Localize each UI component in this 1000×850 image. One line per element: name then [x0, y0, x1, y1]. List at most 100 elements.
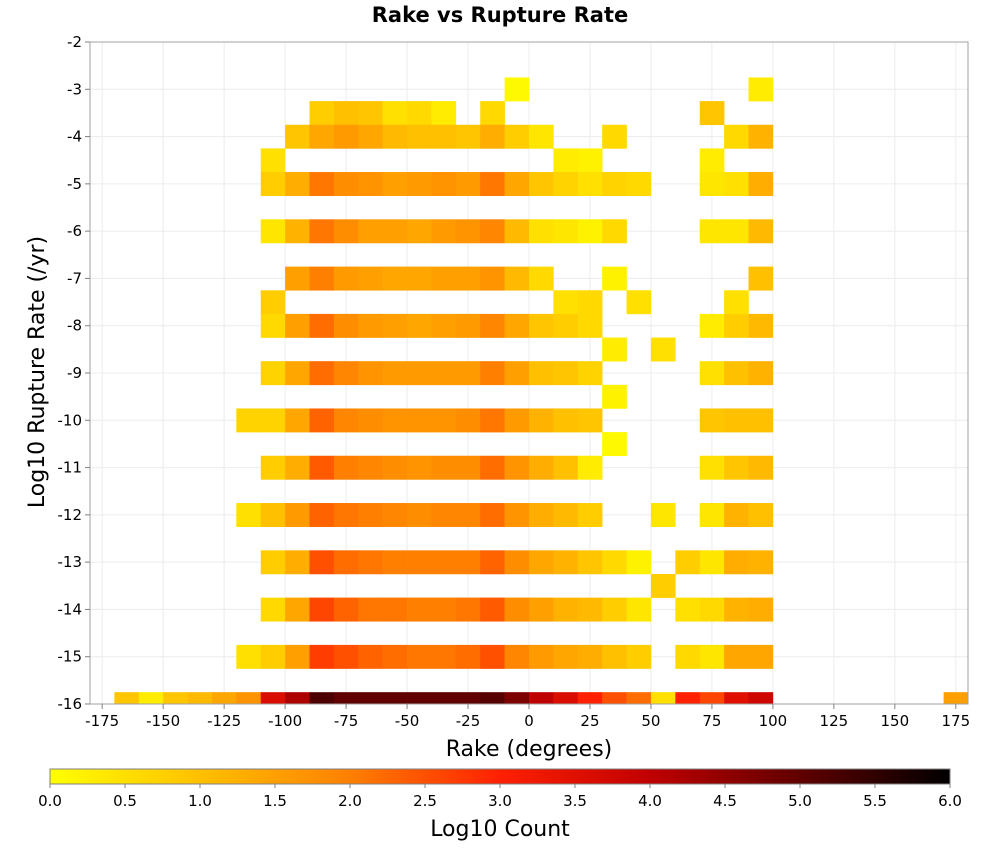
heatmap-cell: [724, 172, 749, 196]
heatmap-cell: [333, 361, 359, 386]
colorbar-tick-label: 4.0: [638, 792, 662, 810]
heatmap-cell: [236, 503, 262, 527]
heatmap-cell: [382, 219, 408, 244]
heatmap-cell: [285, 408, 310, 433]
heatmap-cell: [504, 692, 530, 705]
heatmap-cell: [236, 408, 262, 433]
heatmap-cell: [455, 124, 481, 149]
heatmap-cell: [333, 455, 359, 480]
heatmap-cell: [699, 408, 725, 433]
y-tick-label: -7: [67, 269, 82, 287]
heatmap-cell: [431, 644, 457, 669]
heatmap-cell: [407, 172, 432, 196]
heatmap-cell: [455, 644, 481, 669]
heatmap-cell: [602, 266, 627, 291]
heatmap-cell: [504, 77, 530, 102]
x-tick-label: -125: [207, 712, 241, 730]
heatmap-cell: [553, 313, 579, 338]
heatmap-cell: [602, 644, 627, 669]
heatmap-cell: [309, 101, 335, 126]
heatmap-cell: [333, 124, 359, 149]
heatmap-cell: [431, 124, 457, 149]
heatmap-cell: [431, 597, 457, 622]
heatmap-cell: [382, 124, 408, 149]
heatmap-cell: [407, 361, 432, 386]
heatmap-cell: [577, 408, 603, 433]
heatmap-cell: [309, 266, 335, 291]
y-tick-label: -14: [58, 600, 83, 618]
heatmap-cell: [577, 597, 603, 622]
heatmap-cell: [431, 503, 457, 527]
heatmap-cell: [407, 692, 432, 705]
heatmap-cell: [358, 266, 383, 291]
heatmap-cell: [358, 644, 383, 669]
heatmap-cell: [724, 597, 749, 622]
y-tick-label: -11: [58, 459, 83, 477]
heatmap-cell: [407, 644, 432, 669]
heatmap-cell: [602, 384, 627, 409]
heatmap-cell: [553, 361, 579, 386]
colorbar-tick-label: 4.5: [713, 792, 737, 810]
heatmap-cell: [529, 644, 554, 669]
heatmap-cell: [285, 361, 310, 386]
heatmap-cell: [529, 455, 554, 480]
heatmap-cell: [699, 313, 725, 338]
heatmap-cell: [724, 361, 749, 386]
x-tick-label: 150: [881, 712, 910, 730]
heatmap-cell: [358, 124, 383, 149]
y-tick-label: -12: [58, 506, 83, 524]
heatmap-cell: [529, 219, 554, 244]
heatmap-cell: [260, 503, 286, 527]
heatmap-cell: [748, 408, 774, 433]
heatmap-cell: [724, 644, 749, 669]
x-tick-label: -150: [146, 712, 180, 730]
heatmap-cell: [358, 597, 383, 622]
x-tick-label: 25: [580, 712, 599, 730]
heatmap-cell: [260, 408, 286, 433]
x-tick-label: 125: [820, 712, 849, 730]
heatmap-cell: [699, 219, 725, 244]
heatmap-cell: [333, 101, 359, 126]
heatmap-cell: [504, 644, 530, 669]
y-tick-label: -9: [67, 364, 82, 382]
colorbar-tick-label: 0.0: [38, 792, 62, 810]
heatmap-cell: [626, 550, 652, 575]
heatmap-cell: [455, 692, 481, 705]
heatmap-cell: [553, 219, 579, 244]
heatmap-cell: [748, 692, 774, 705]
heatmap-cell: [602, 124, 627, 149]
heatmap-cell: [577, 644, 603, 669]
heatmap-cell: [699, 692, 725, 705]
heatmap-cell: [309, 597, 335, 622]
heatmap-cell: [748, 644, 774, 669]
heatmap-cell: [504, 219, 530, 244]
heatmap-cell: [650, 692, 676, 705]
y-tick-label: -5: [67, 175, 82, 193]
heatmap-cell: [333, 692, 359, 705]
heatmap-cell: [382, 692, 408, 705]
heatmap-cell: [260, 148, 286, 173]
heatmap-cell: [455, 219, 481, 244]
x-tick-label: 175: [941, 712, 970, 730]
heatmap-cell: [382, 101, 408, 126]
heatmap-cell: [724, 313, 749, 338]
heatmap-cell: [724, 503, 749, 527]
heatmap-cell: [407, 597, 432, 622]
heatmap-cell: [602, 597, 627, 622]
heatmap-cell: [724, 692, 749, 705]
heatmap-cell: [236, 692, 262, 705]
heatmap-cell: [943, 692, 969, 705]
heatmap-cell: [431, 408, 457, 433]
heatmap-cell: [285, 172, 310, 196]
heatmap-cells: [114, 77, 969, 705]
heatmap-cell: [358, 172, 383, 196]
heatmap-cell: [309, 644, 335, 669]
heatmap-cell: [187, 692, 213, 705]
colorbar-tick-label: 5.5: [863, 792, 887, 810]
heatmap-cell: [480, 101, 505, 126]
heatmap-cell: [553, 408, 579, 433]
heatmap-cell: [309, 313, 335, 338]
heatmap-cell: [382, 172, 408, 196]
heatmap-cell: [260, 172, 286, 196]
heatmap-cell: [309, 503, 335, 527]
